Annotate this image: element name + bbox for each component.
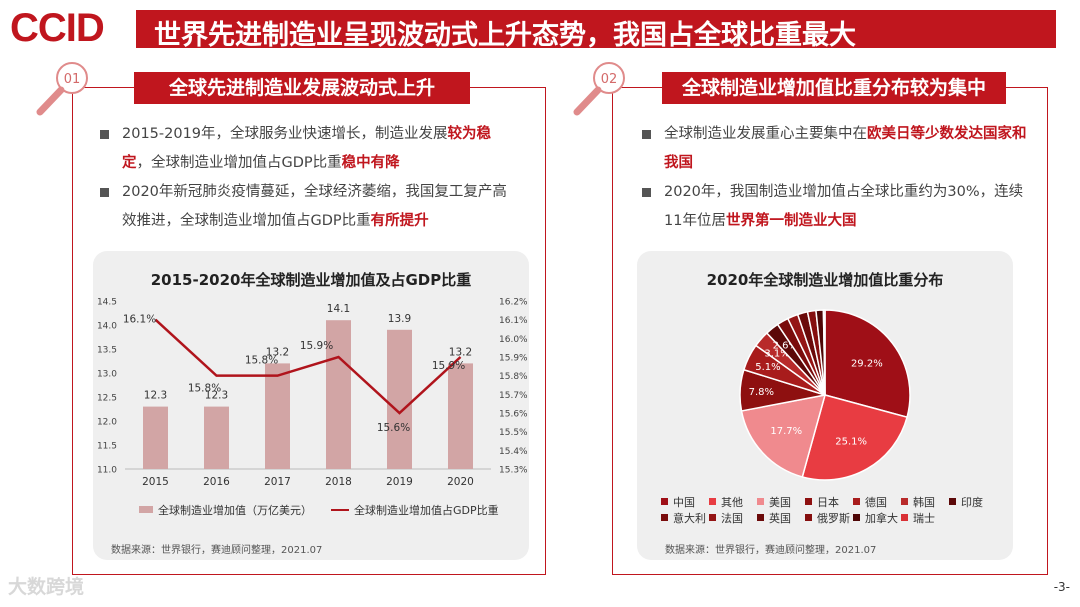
y-tick-right: 15.4% xyxy=(499,447,528,457)
legend-item-法国: 法国 xyxy=(709,510,743,526)
pie-label: 7.8% xyxy=(749,387,774,398)
page-number: -3- xyxy=(1053,580,1070,594)
line-label: 15.9% xyxy=(300,340,333,352)
bar-line-chart-card: 2015-2020年全球制造业增加值及占GDP比重 11.0 11.5 12.0 12… xyxy=(93,251,529,560)
y-tick-right: 15.9% xyxy=(499,354,528,364)
line-label: 15.8% xyxy=(188,383,221,395)
left-bullets: 2015-2019年，全球服务业快速增长，制造业发展较为稳定，全球制造业增加值占… xyxy=(98,120,518,236)
y-tick-right: 16.1% xyxy=(499,316,528,326)
bar-2015 xyxy=(143,406,168,469)
left-source: 数据来源：世界银行，赛迪顾问整理，2021.07 xyxy=(111,545,323,556)
legend-item-俄罗斯: 俄罗斯 xyxy=(805,510,850,526)
y-tick-left: 14.0 xyxy=(97,322,117,332)
bullet-item: 全球制造业发展重心主要集中在欧美日等少数发达国家和我国 xyxy=(640,120,1030,178)
line-label: 16.1% xyxy=(123,314,156,326)
legend-item-加拿大: 加拿大 xyxy=(853,510,898,526)
y-tick-right: 15.6% xyxy=(499,410,528,420)
bar-label: 12.3 xyxy=(205,390,228,402)
legend-item-bar: 全球制造业增加值（万亿美元） xyxy=(139,502,312,518)
bar-2017 xyxy=(265,363,290,469)
y-tick-left: 14.5 xyxy=(97,298,117,308)
y-tick-right: 15.7% xyxy=(499,391,528,401)
y-tick-right: 15.5% xyxy=(499,428,528,438)
pie-slice-其他 xyxy=(801,394,908,481)
y-tick-right: 16.0% xyxy=(499,335,528,345)
pie-label: 29.2% xyxy=(851,358,883,369)
pie-label: 25.1% xyxy=(835,436,867,447)
bar-2020 xyxy=(448,363,473,469)
chart-title: 2015-2020年全球制造业增加值及占GDP比重 xyxy=(150,271,472,289)
section-number-02: 02 xyxy=(601,72,618,87)
y-tick-right: 15.3% xyxy=(499,466,528,476)
y-tick-left: 13.0 xyxy=(97,370,117,380)
y-tick-right: 16.2% xyxy=(499,298,528,308)
legend-item-德国: 德国 xyxy=(853,494,887,510)
pie-chart-title: 2020年全球制造业增加值比重分布 xyxy=(706,271,944,289)
watermark-logo: 大数跨境 xyxy=(8,576,85,598)
line-series xyxy=(154,318,462,415)
right-bullets: 全球制造业发展重心主要集中在欧美日等少数发达国家和我国 2020年，我国制造业增… xyxy=(640,120,1030,236)
bar-2016 xyxy=(204,406,229,469)
bullet-item: 2020年，我国制造业增加值占全球比重约为30%，连续11年位居世界第一制造业大… xyxy=(640,178,1030,236)
y-tick-left: 11.5 xyxy=(97,442,117,452)
legend-item-日本: 日本 xyxy=(805,494,839,510)
pie-label: 17.7% xyxy=(770,426,802,437)
bar-2018 xyxy=(326,320,351,469)
legend-item-中国: 中国 xyxy=(661,494,695,510)
y-tick-left: 12.5 xyxy=(97,394,117,404)
y-tick-right: 15.8% xyxy=(499,372,528,382)
pie-slice-中国 xyxy=(824,309,911,419)
legend-item-韩国: 韩国 xyxy=(901,494,935,510)
x-tick: 2017 xyxy=(264,476,291,488)
legend-item-其他: 其他 xyxy=(709,494,743,510)
pie-label: 3.1% xyxy=(764,348,789,359)
bar-label: 14.1 xyxy=(327,303,350,315)
bar-label: 13.2 xyxy=(449,346,472,358)
ccid-logo: CCID xyxy=(10,6,105,50)
bar-line-chart: 11.0 11.5 12.0 12.5 13.0 13.5 14.0 14.5 15.3% 15.… xyxy=(97,298,528,489)
legend-item-line: 全球制造业增加值占GDP比重 xyxy=(331,502,499,518)
right-source: 数据来源：世界银行，赛迪顾问整理，2021.07 xyxy=(665,545,877,556)
bar-label: 13.2 xyxy=(266,346,289,358)
left-section-badge: 全球先进制造业发展波动式上升 xyxy=(134,72,470,104)
y-tick-left: 12.0 xyxy=(97,418,117,428)
line-label: 15.8% xyxy=(245,355,278,367)
bar-2019 xyxy=(387,329,412,469)
pie-label: 2.6% xyxy=(773,341,798,352)
pie-slice-瑞士 xyxy=(822,309,826,396)
legend-item-印度: 印度 xyxy=(949,494,983,510)
y-tick-left: 11.0 xyxy=(97,466,117,476)
y-tick-left: 13.5 xyxy=(97,346,117,356)
pie-label: 5.1% xyxy=(755,362,780,373)
legend-item-英国: 英国 xyxy=(757,510,791,526)
x-tick: 2016 xyxy=(203,476,230,488)
magnifier-icon-02: 02 xyxy=(573,62,625,116)
pie-slice-美国 xyxy=(740,394,827,478)
bar-label: 12.3 xyxy=(144,390,167,402)
pie-legend: 中国 其他 美国 日本 德国 韩国 印度意大利 法国 英国 俄罗斯 加拿大 瑞士 xyxy=(661,494,1001,528)
line-label: 15.6% xyxy=(377,422,410,434)
legend-item-意大利: 意大利 xyxy=(661,510,706,526)
legend-item-美国: 美国 xyxy=(757,494,791,510)
pie-chart-card: 2020年全球制造业增加值比重分布 29.2% 25.1% 17.7% 7.8% 5.1… xyxy=(637,251,1013,560)
page-title: 世界先进制造业呈现波动式上升态势，我国占全球比重最大 xyxy=(154,20,856,51)
x-tick: 2015 xyxy=(142,476,169,488)
bullet-item: 2015-2019年，全球服务业快速增长，制造业发展较为稳定，全球制造业增加值占… xyxy=(98,120,518,178)
bar-label: 13.9 xyxy=(388,313,411,325)
legend-item-瑞士: 瑞士 xyxy=(901,510,935,526)
x-tick: 2019 xyxy=(386,476,413,488)
right-section-badge: 全球制造业增加值比重分布较为集中 xyxy=(662,72,1006,104)
magnifier-icon-01: 01 xyxy=(36,62,88,116)
x-tick: 2018 xyxy=(325,476,352,488)
section-number-01: 01 xyxy=(64,72,81,87)
pie-chart: 29.2% 25.1% 17.7% 7.8% 5.1% 3.1%2.6% xyxy=(739,309,911,481)
bullet-item: 2020年新冠肺炎疫情蔓延，全球经济萎缩，我国复工复产高效推进，全球制造业增加值… xyxy=(98,178,518,236)
x-tick: 2020 xyxy=(447,476,474,488)
title-bar: 世界先进制造业呈现波动式上升态势，我国占全球比重最大 xyxy=(136,10,1056,51)
line-label: 15.9% xyxy=(432,360,465,372)
